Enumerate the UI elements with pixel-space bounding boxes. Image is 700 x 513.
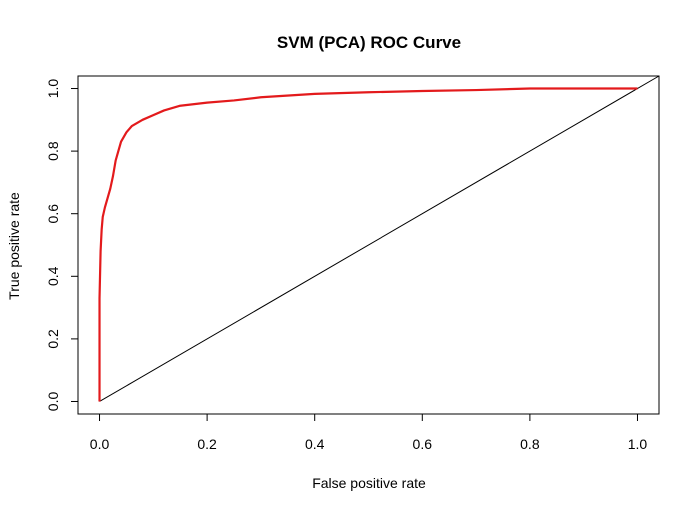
x-axis-label: False positive rate <box>312 475 426 491</box>
y-tick-label: 1.0 <box>45 79 61 99</box>
x-tick-label: 0.2 <box>197 436 217 452</box>
y-axis: 0.0 0.2 0.4 0.6 0.8 1.0 <box>45 79 79 412</box>
roc-curve-line <box>98 87 638 402</box>
x-tick-label: 0.6 <box>413 436 433 452</box>
x-tick-label: 0.8 <box>520 436 540 452</box>
y-tick-label: 0.0 <box>45 392 61 412</box>
y-tick-label: 0.8 <box>45 141 61 161</box>
x-tick-label: 0.0 <box>90 436 110 452</box>
y-tick-label: 0.4 <box>45 266 61 286</box>
chance-diagonal-line <box>99 75 660 402</box>
plot-lines <box>98 75 660 402</box>
chart-title: SVM (PCA) ROC Curve <box>277 33 461 52</box>
x-axis: 0.0 0.2 0.4 0.6 0.8 1.0 <box>90 413 648 452</box>
x-tick-label: 1.0 <box>628 436 648 452</box>
y-tick-label: 0.2 <box>45 329 61 349</box>
x-tick-label: 0.4 <box>305 436 325 452</box>
y-axis-label: True positive rate <box>6 192 22 300</box>
y-tick-label: 0.6 <box>45 204 61 224</box>
